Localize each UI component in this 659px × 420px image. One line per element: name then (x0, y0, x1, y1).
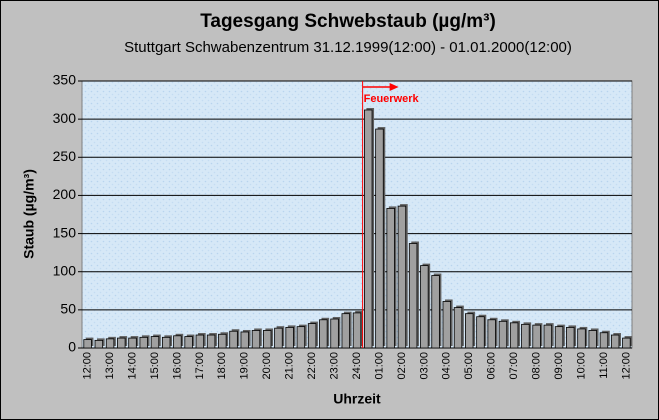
y-axis-title: Staub (µg/m³) (21, 169, 37, 259)
bar (195, 334, 205, 349)
bar (386, 207, 395, 349)
bar (262, 330, 272, 349)
y-tick-label: 150 (53, 224, 77, 240)
x-tick-label: 01:00 (373, 352, 385, 380)
x-tick-label: 20:00 (261, 352, 273, 380)
bar (285, 327, 294, 349)
bar (543, 324, 553, 349)
x-tick-label: 19:00 (239, 352, 251, 380)
bar (442, 301, 452, 349)
bar (566, 327, 575, 349)
y-tick-label: 250 (53, 148, 77, 164)
y-tick-label: 350 (53, 72, 77, 88)
x-tick-label: 14:00 (126, 352, 138, 380)
x-tick-label: 06:00 (486, 352, 498, 380)
bar (83, 339, 92, 349)
bar (465, 313, 474, 349)
x-tick-label: 15:00 (149, 352, 161, 380)
bar (352, 312, 362, 349)
bar (476, 316, 485, 349)
annotation-text: Feuerwerk (364, 93, 420, 105)
bar (397, 205, 407, 349)
bar (274, 327, 283, 349)
bar (610, 334, 620, 349)
bar (117, 337, 126, 349)
y-tick-label: 100 (53, 262, 77, 278)
bar (487, 319, 496, 349)
bar (498, 320, 508, 349)
bar (296, 326, 306, 349)
bar (375, 128, 384, 349)
x-tick-label: 18:00 (216, 352, 228, 380)
bar (408, 243, 418, 349)
bar (206, 334, 216, 349)
bar (128, 337, 137, 349)
chart-title: Tagesgang Schwebstaub (µg/m³) (200, 11, 496, 32)
bar (431, 275, 440, 349)
bar (364, 109, 373, 349)
bar (319, 319, 328, 349)
x-tick-label: 07:00 (508, 352, 520, 380)
bar (161, 336, 171, 349)
x-tick-label: 08:00 (530, 352, 542, 380)
x-tick-label: 17:00 (194, 352, 206, 380)
x-tick-label: 16:00 (171, 352, 183, 380)
bar (94, 339, 104, 349)
x-tick-label: 04:00 (441, 352, 453, 380)
x-tick-label: 13:00 (104, 352, 116, 380)
bar (420, 265, 429, 349)
bar (139, 336, 148, 349)
x-tick-label: 22:00 (306, 352, 318, 380)
bar (251, 330, 261, 349)
bar (622, 337, 631, 349)
x-tick-label: 03:00 (418, 352, 430, 380)
bar (532, 324, 541, 349)
annotation-arrowhead (389, 83, 399, 91)
x-tick-label: 21:00 (284, 352, 296, 380)
bar (105, 338, 115, 349)
bar (453, 307, 463, 349)
bar (521, 323, 530, 349)
x-tick-label: 12:00 (620, 352, 632, 380)
bar (307, 323, 317, 349)
bar (588, 330, 597, 349)
y-tick-label: 50 (60, 301, 76, 317)
bar (173, 335, 182, 349)
bar (599, 332, 609, 349)
y-tick-label: 0 (68, 339, 76, 355)
plot-area (81, 80, 633, 349)
x-tick-label: 12:00 (82, 352, 94, 380)
x-tick-label: 23:00 (328, 352, 340, 380)
chart-subtitle: Stuttgart Schwabenzentrum 31.12.1999(12:… (124, 39, 572, 56)
bar (229, 330, 238, 349)
x-tick-label: 09:00 (553, 352, 565, 380)
y-tick-label: 200 (53, 186, 77, 202)
x-tick-label: 10:00 (575, 352, 587, 380)
y-tick-label: 300 (53, 110, 77, 126)
x-tick-label: 24:00 (351, 352, 363, 380)
bar (184, 336, 193, 349)
x-tick-label: 02:00 (396, 352, 408, 380)
bar (341, 313, 350, 349)
bar (554, 326, 564, 349)
bar (509, 322, 519, 349)
bar (150, 336, 160, 349)
x-tick-label: 05:00 (463, 352, 475, 380)
bar (218, 333, 227, 349)
bar (240, 331, 249, 349)
bar (330, 318, 339, 349)
x-axis-title: Uhrzeit (333, 391, 381, 407)
bar (577, 328, 586, 349)
x-tick-label: 11:00 (598, 352, 610, 379)
